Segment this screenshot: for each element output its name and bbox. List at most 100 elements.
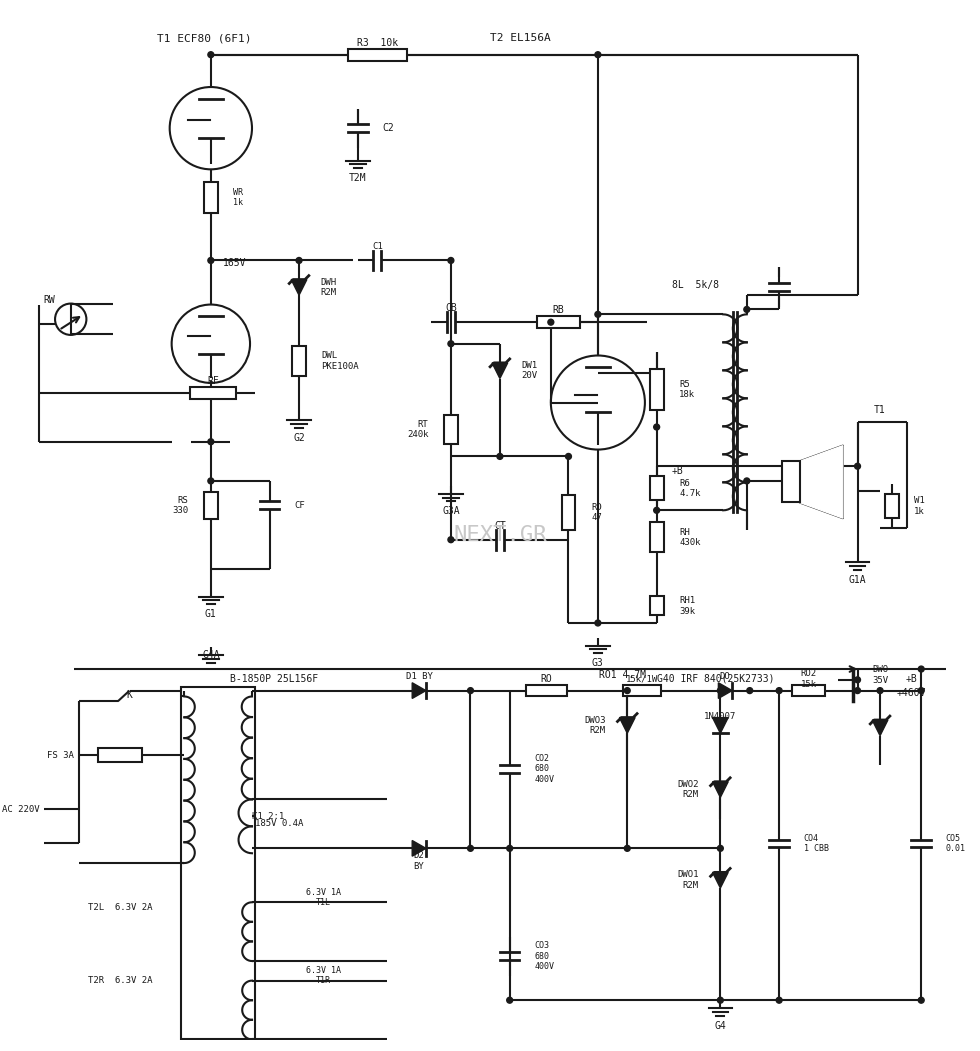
Circle shape: [448, 257, 454, 264]
Circle shape: [467, 845, 473, 851]
Text: G4A: G4A: [202, 651, 220, 660]
Text: K: K: [126, 689, 132, 700]
Text: DWH
R2M: DWH R2M: [320, 277, 337, 297]
Polygon shape: [291, 280, 307, 295]
Circle shape: [565, 453, 571, 459]
Text: CF: CF: [294, 501, 305, 510]
Circle shape: [208, 478, 214, 483]
Bar: [444, 415, 458, 445]
Circle shape: [776, 687, 782, 694]
Text: RO2
15k: RO2 15k: [801, 669, 816, 688]
Circle shape: [507, 845, 513, 851]
Circle shape: [497, 453, 503, 459]
Bar: [526, 684, 566, 697]
Text: +460V: +460V: [897, 687, 926, 698]
Text: CO2
680
400V: CO2 680 400V: [534, 754, 554, 784]
Text: CO5
0.01: CO5 0.01: [946, 833, 965, 853]
Text: RO: RO: [541, 674, 553, 684]
Text: DO: DO: [720, 673, 731, 681]
Text: 8L  5k/8: 8L 5k/8: [672, 280, 719, 290]
Polygon shape: [492, 363, 508, 378]
Text: G2: G2: [293, 433, 305, 442]
Text: 6.3V 1A
T1L: 6.3V 1A T1L: [306, 888, 341, 907]
Bar: [562, 495, 575, 531]
Text: AC 220V: AC 220V: [2, 805, 39, 813]
Text: +B: +B: [906, 674, 917, 684]
Circle shape: [717, 997, 723, 1003]
Text: RS
330: RS 330: [172, 496, 188, 515]
Circle shape: [877, 687, 883, 694]
Text: D2
BY: D2 BY: [414, 851, 424, 871]
Bar: [650, 369, 663, 410]
Text: G1: G1: [205, 610, 217, 619]
Text: R6
4.7k: R6 4.7k: [679, 478, 701, 498]
Bar: [537, 316, 580, 328]
Bar: [793, 684, 825, 697]
Text: T2R  6.3V 2A: T2R 6.3V 2A: [88, 976, 153, 985]
Text: DW1
20V: DW1 20V: [521, 360, 538, 380]
Text: T2M: T2M: [349, 173, 367, 183]
Text: T1 ECF80 (6F1): T1 ECF80 (6F1): [157, 33, 252, 43]
Polygon shape: [619, 718, 635, 734]
Text: RD
47: RD 47: [591, 503, 602, 522]
Circle shape: [548, 320, 554, 325]
Polygon shape: [712, 718, 728, 734]
Text: RO1 4.7M: RO1 4.7M: [599, 669, 646, 680]
Text: CO3
680
400V: CO3 680 400V: [534, 942, 554, 971]
Circle shape: [744, 478, 750, 483]
Bar: [190, 387, 236, 398]
Bar: [650, 522, 663, 552]
Text: NEXT.GR: NEXT.GR: [453, 524, 547, 544]
Circle shape: [595, 51, 601, 58]
Circle shape: [918, 666, 924, 672]
Circle shape: [717, 845, 723, 851]
Circle shape: [507, 997, 513, 1003]
Text: R3  10k: R3 10k: [357, 38, 398, 48]
Text: CO4
1 CBB: CO4 1 CBB: [804, 833, 829, 853]
Polygon shape: [712, 782, 728, 798]
Polygon shape: [800, 446, 843, 518]
Circle shape: [208, 51, 214, 58]
Text: RW: RW: [43, 294, 55, 305]
Bar: [782, 461, 800, 502]
Circle shape: [918, 687, 924, 694]
Text: G4: G4: [714, 1021, 726, 1031]
Circle shape: [467, 687, 473, 694]
Circle shape: [208, 438, 214, 445]
Text: 165V: 165V: [222, 259, 246, 268]
Text: CT: CT: [494, 521, 506, 531]
Text: G1A: G1A: [849, 575, 866, 584]
Text: RB: RB: [553, 306, 564, 315]
Text: K1 2:1: K1 2:1: [252, 811, 284, 821]
Bar: [885, 494, 899, 518]
Text: T2 EL156A: T2 EL156A: [490, 33, 551, 43]
Text: C1: C1: [372, 242, 383, 251]
Text: 15k/1W: 15k/1W: [626, 675, 659, 683]
Bar: [650, 596, 663, 615]
Text: G3: G3: [592, 658, 604, 668]
Text: B-1850P 25L156F: B-1850P 25L156F: [230, 674, 318, 684]
Text: RH
430k: RH 430k: [679, 528, 701, 547]
Text: RH1
39k: RH1 39k: [679, 596, 696, 616]
Text: FS 3A: FS 3A: [47, 750, 74, 760]
Circle shape: [296, 257, 302, 264]
Text: C2: C2: [382, 123, 394, 133]
Circle shape: [624, 687, 630, 694]
Text: DWO
35V: DWO 35V: [872, 665, 888, 684]
Circle shape: [654, 508, 660, 513]
Circle shape: [654, 425, 660, 430]
Text: DWL
PKE100A: DWL PKE100A: [321, 351, 360, 371]
Text: DWO1
R2M: DWO1 R2M: [677, 870, 699, 890]
Text: 6.3V 1A
T1R: 6.3V 1A T1R: [306, 966, 341, 986]
Bar: [650, 476, 663, 500]
Text: DWO2
R2M: DWO2 R2M: [677, 780, 699, 799]
Circle shape: [595, 620, 601, 626]
Circle shape: [855, 677, 860, 683]
Polygon shape: [413, 841, 426, 857]
Polygon shape: [872, 720, 888, 736]
Text: W1
1k: W1 1k: [914, 496, 925, 516]
Text: R5
18k: R5 18k: [679, 379, 696, 399]
Circle shape: [855, 687, 860, 694]
Text: T1: T1: [874, 406, 886, 415]
Text: RF: RF: [208, 376, 220, 386]
